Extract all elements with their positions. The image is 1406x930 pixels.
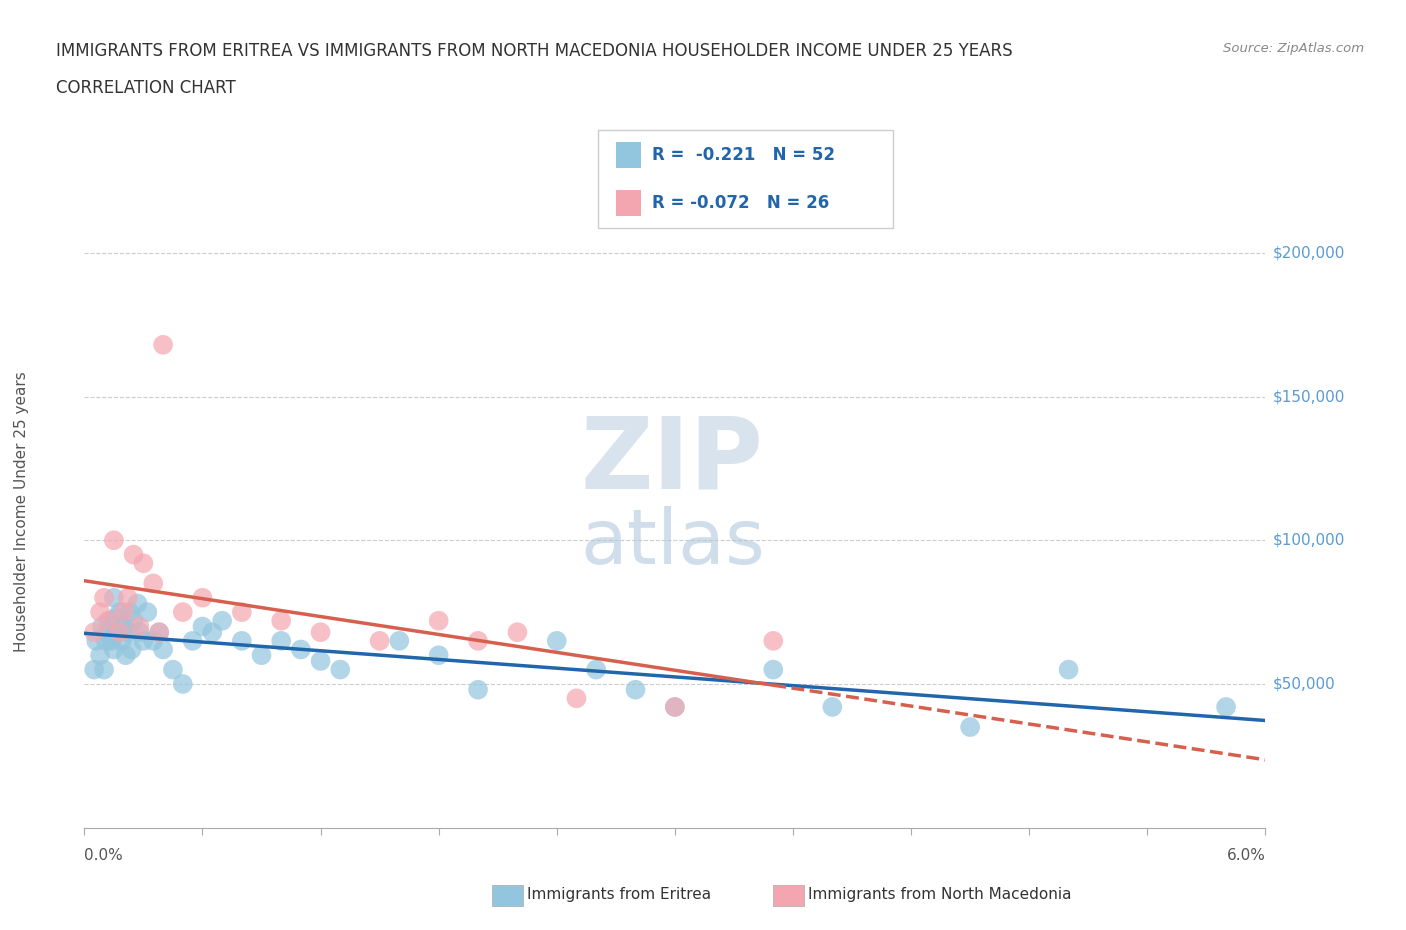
Point xyxy=(152,338,174,352)
Point xyxy=(427,648,450,663)
Point xyxy=(103,591,125,605)
Point xyxy=(762,662,785,677)
Point xyxy=(467,633,489,648)
Point xyxy=(624,683,647,698)
Point xyxy=(94,633,117,648)
Text: R =  -0.221   N = 52: R = -0.221 N = 52 xyxy=(652,146,835,165)
Point xyxy=(309,625,332,640)
Text: 6.0%: 6.0% xyxy=(1226,848,1265,863)
Point xyxy=(93,591,115,605)
Point xyxy=(117,625,139,640)
Point xyxy=(121,642,143,657)
Point xyxy=(132,633,155,648)
Point xyxy=(114,648,136,663)
Text: Immigrants from North Macedonia: Immigrants from North Macedonia xyxy=(808,887,1071,902)
Point xyxy=(959,720,981,735)
Point xyxy=(83,625,105,640)
Point xyxy=(118,604,141,619)
Point xyxy=(111,633,134,648)
Point xyxy=(565,691,588,706)
Point xyxy=(427,613,450,628)
Point xyxy=(103,642,125,657)
Point xyxy=(84,633,107,648)
Point xyxy=(122,613,145,628)
Point xyxy=(191,591,214,605)
Point xyxy=(97,625,120,640)
Point xyxy=(103,533,125,548)
Point xyxy=(127,596,149,611)
Point xyxy=(1057,662,1080,677)
Point xyxy=(128,619,150,634)
Point xyxy=(89,648,111,663)
Point xyxy=(162,662,184,677)
Text: $50,000: $50,000 xyxy=(1272,676,1336,692)
Point xyxy=(467,683,489,698)
Point xyxy=(148,625,170,640)
Point xyxy=(117,591,139,605)
Point xyxy=(97,613,120,628)
Text: $100,000: $100,000 xyxy=(1272,533,1344,548)
Point xyxy=(112,619,135,634)
Point xyxy=(231,604,253,619)
Point xyxy=(122,547,145,562)
Point xyxy=(201,625,224,640)
Point xyxy=(821,699,844,714)
Point xyxy=(142,576,165,591)
Point xyxy=(270,613,292,628)
Text: $150,000: $150,000 xyxy=(1272,389,1344,404)
Point xyxy=(89,604,111,619)
Text: CORRELATION CHART: CORRELATION CHART xyxy=(56,79,236,97)
Point xyxy=(368,633,391,648)
Text: R = -0.072   N = 26: R = -0.072 N = 26 xyxy=(652,193,830,212)
Point xyxy=(250,648,273,663)
Point xyxy=(664,699,686,714)
Point xyxy=(329,662,352,677)
Point xyxy=(172,604,194,619)
Point xyxy=(546,633,568,648)
Point xyxy=(664,699,686,714)
Point xyxy=(136,604,159,619)
Point xyxy=(211,613,233,628)
Text: Source: ZipAtlas.com: Source: ZipAtlas.com xyxy=(1223,42,1364,55)
Point xyxy=(585,662,607,677)
Text: Immigrants from Eritrea: Immigrants from Eritrea xyxy=(527,887,711,902)
Point xyxy=(91,619,114,634)
Point xyxy=(107,625,129,640)
Point xyxy=(108,604,131,619)
Point xyxy=(270,633,292,648)
Point xyxy=(101,633,124,648)
Point xyxy=(142,633,165,648)
Text: ZIP: ZIP xyxy=(581,412,763,510)
Point xyxy=(108,625,131,640)
Point xyxy=(98,613,121,628)
Point xyxy=(128,625,150,640)
Point xyxy=(148,625,170,640)
Point xyxy=(388,633,411,648)
Point xyxy=(762,633,785,648)
Point xyxy=(112,604,135,619)
Text: Householder Income Under 25 years: Householder Income Under 25 years xyxy=(14,371,28,652)
Point xyxy=(132,556,155,571)
Text: atlas: atlas xyxy=(581,506,765,580)
Point xyxy=(309,654,332,669)
Point xyxy=(93,662,115,677)
Point xyxy=(506,625,529,640)
Point xyxy=(104,610,127,625)
Point xyxy=(231,633,253,648)
Point xyxy=(83,662,105,677)
Text: IMMIGRANTS FROM ERITREA VS IMMIGRANTS FROM NORTH MACEDONIA HOUSEHOLDER INCOME UN: IMMIGRANTS FROM ERITREA VS IMMIGRANTS FR… xyxy=(56,42,1012,60)
Point xyxy=(191,619,214,634)
Text: $200,000: $200,000 xyxy=(1272,246,1344,260)
Text: 0.0%: 0.0% xyxy=(84,848,124,863)
Point xyxy=(181,633,204,648)
Point xyxy=(1215,699,1237,714)
Point xyxy=(290,642,312,657)
Point xyxy=(152,642,174,657)
Point xyxy=(172,676,194,691)
